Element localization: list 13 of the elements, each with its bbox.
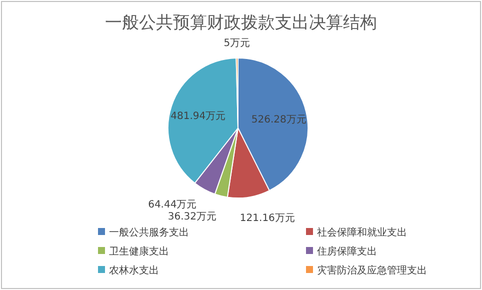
data-label: 36.32万元	[168, 211, 217, 222]
data-label: 5万元	[224, 38, 250, 50]
data-label: 481.94万元	[170, 110, 226, 122]
legend-label: 灾害防治及应急管理支出	[317, 264, 427, 276]
data-label: 64.44万元	[148, 199, 197, 210]
legend-label: 社会保障和就业支出	[317, 226, 407, 238]
data-label: 121.16万元	[240, 212, 295, 224]
legend-label: 一般公共服务支出	[109, 226, 189, 238]
legend-label: 住房保障支出	[317, 246, 377, 258]
chart-title: 一般公共预算财政拨款支出决算结构	[105, 13, 377, 33]
data-label: 526.28万元	[251, 114, 306, 126]
legend-label: 农林水支出	[109, 264, 159, 276]
legend-label: 卫生健康支出	[109, 246, 169, 258]
